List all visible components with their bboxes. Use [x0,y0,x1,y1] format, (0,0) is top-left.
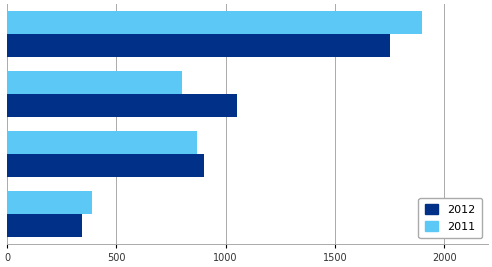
Bar [7,94,237,117]
Bar [7,154,204,177]
Bar [7,11,422,34]
Bar [7,131,197,154]
Bar [7,214,82,237]
Bar [7,71,182,94]
Bar [7,191,92,214]
Bar [7,34,390,57]
Legend: 2012, 2011: 2012, 2011 [419,198,482,238]
